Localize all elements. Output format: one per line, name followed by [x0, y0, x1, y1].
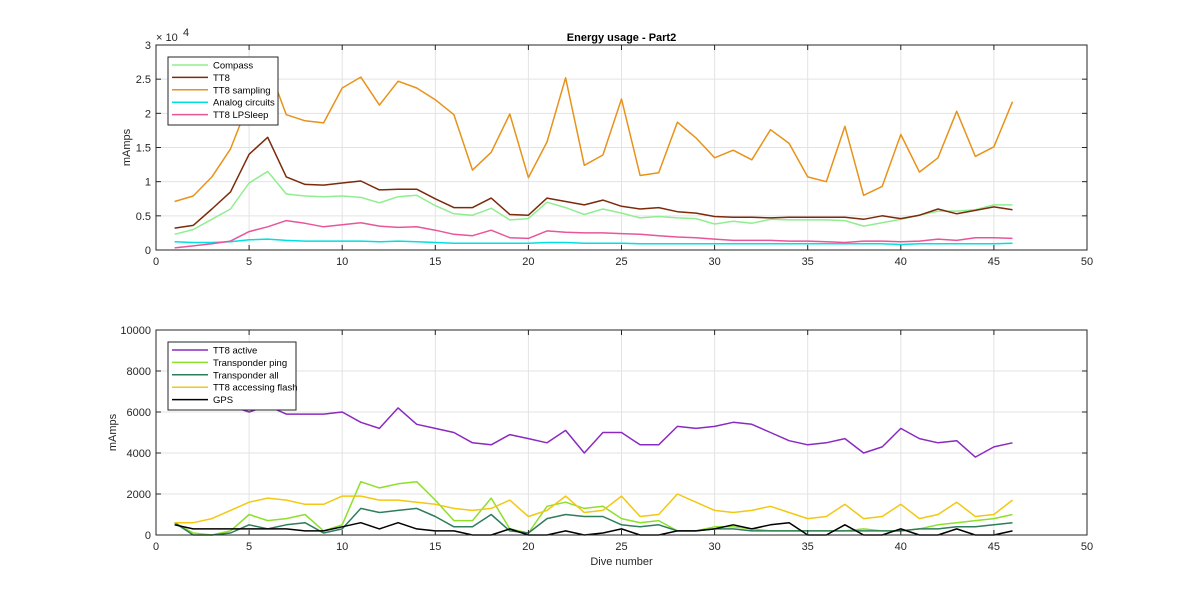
y-tick-label: 3: [145, 40, 151, 52]
x-axis-label: Dive number: [590, 556, 653, 568]
series-line-tt8-sampling: [174, 64, 1014, 203]
x-tick-label: 40: [895, 256, 907, 268]
legend-box: [167, 341, 297, 411]
legend-label: Transponder all: [213, 370, 279, 381]
x-tick-label: 0: [153, 256, 159, 268]
legend-label: Analog circuits: [213, 98, 275, 109]
y-tick-label: 1.5: [136, 143, 151, 155]
legend-label: Transponder ping: [213, 358, 287, 369]
y-exponent-label: × 10: [156, 32, 178, 44]
y-axis-label: mAmps: [121, 128, 133, 166]
y-tick-label: 0: [145, 530, 151, 542]
x-tick-label: 35: [802, 256, 814, 268]
legend-label: TT8 active: [213, 346, 257, 357]
x-tick-label: 20: [522, 541, 534, 553]
y-tick-label: 0: [145, 245, 151, 257]
x-tick-label: 15: [429, 541, 441, 553]
x-tick-label: 35: [802, 541, 814, 553]
legend-label: TT8 LPSleep: [213, 110, 268, 121]
series-line-transponder-all: [174, 507, 1013, 536]
y-tick-label: 6000: [127, 407, 151, 419]
legend-label: TT8: [213, 73, 230, 84]
series-line-tt8: [174, 136, 1013, 229]
x-tick-label: 0: [153, 541, 159, 553]
x-tick-label: 50: [1081, 541, 1093, 553]
y-tick-label: 10000: [120, 325, 151, 337]
legend-label: Compass: [213, 61, 253, 72]
y-tick-label: 0.5: [136, 211, 151, 223]
y-tick-label: 8000: [127, 366, 151, 378]
x-tick-label: 25: [615, 541, 627, 553]
series-line-tt8-lpsleep: [174, 219, 1013, 249]
legend-label: GPS: [213, 395, 233, 406]
x-tick-label: 5: [246, 541, 252, 553]
series-line-analog-circuits: [174, 238, 1013, 246]
x-tick-label: 30: [708, 541, 720, 553]
x-tick-label: 10: [336, 256, 348, 268]
legend-label: TT8 accessing flash: [213, 383, 297, 394]
y-exponent-power: 4: [183, 27, 189, 39]
x-tick-label: 30: [708, 256, 720, 268]
y-axis-label: mAmps: [107, 413, 119, 451]
x-tick-label: 5: [246, 256, 252, 268]
x-tick-label: 45: [988, 541, 1000, 553]
top-plot: 0 5 10 15 20 25 30 35 40 45 50 0 0.5 1 1.5 2 2.5 3 × 10 4 En…: [121, 27, 1093, 268]
series-line-transponder-ping: [174, 480, 1013, 536]
chart-title: Energy usage - Part2: [567, 32, 676, 44]
y-tick-label: 1: [145, 177, 151, 189]
x-tick-label: 50: [1081, 256, 1093, 268]
y-tick-label: 2.5: [136, 74, 151, 86]
series-line-compass: [174, 170, 1013, 236]
x-tick-label: 10: [336, 541, 348, 553]
x-tick-label: 40: [895, 541, 907, 553]
series-line-tt8-active: [174, 401, 1013, 458]
x-tick-label: 15: [429, 256, 441, 268]
y-tick-label: 4000: [127, 448, 151, 460]
series-line-tt8-accessing-flash: [174, 493, 1013, 524]
legend-label: TT8 sampling: [213, 85, 271, 96]
y-tick-label: 2: [145, 108, 151, 120]
x-tick-label: 45: [988, 256, 1000, 268]
bottom-plot: 0 5 10 15 20 25 30 35 40 45 50 0 2000 4000 6000 8000 100…: [107, 325, 1093, 568]
y-tick-label: 2000: [127, 489, 151, 501]
legend-box: [167, 56, 279, 126]
x-tick-label: 20: [522, 256, 534, 268]
x-tick-label: 25: [615, 256, 627, 268]
